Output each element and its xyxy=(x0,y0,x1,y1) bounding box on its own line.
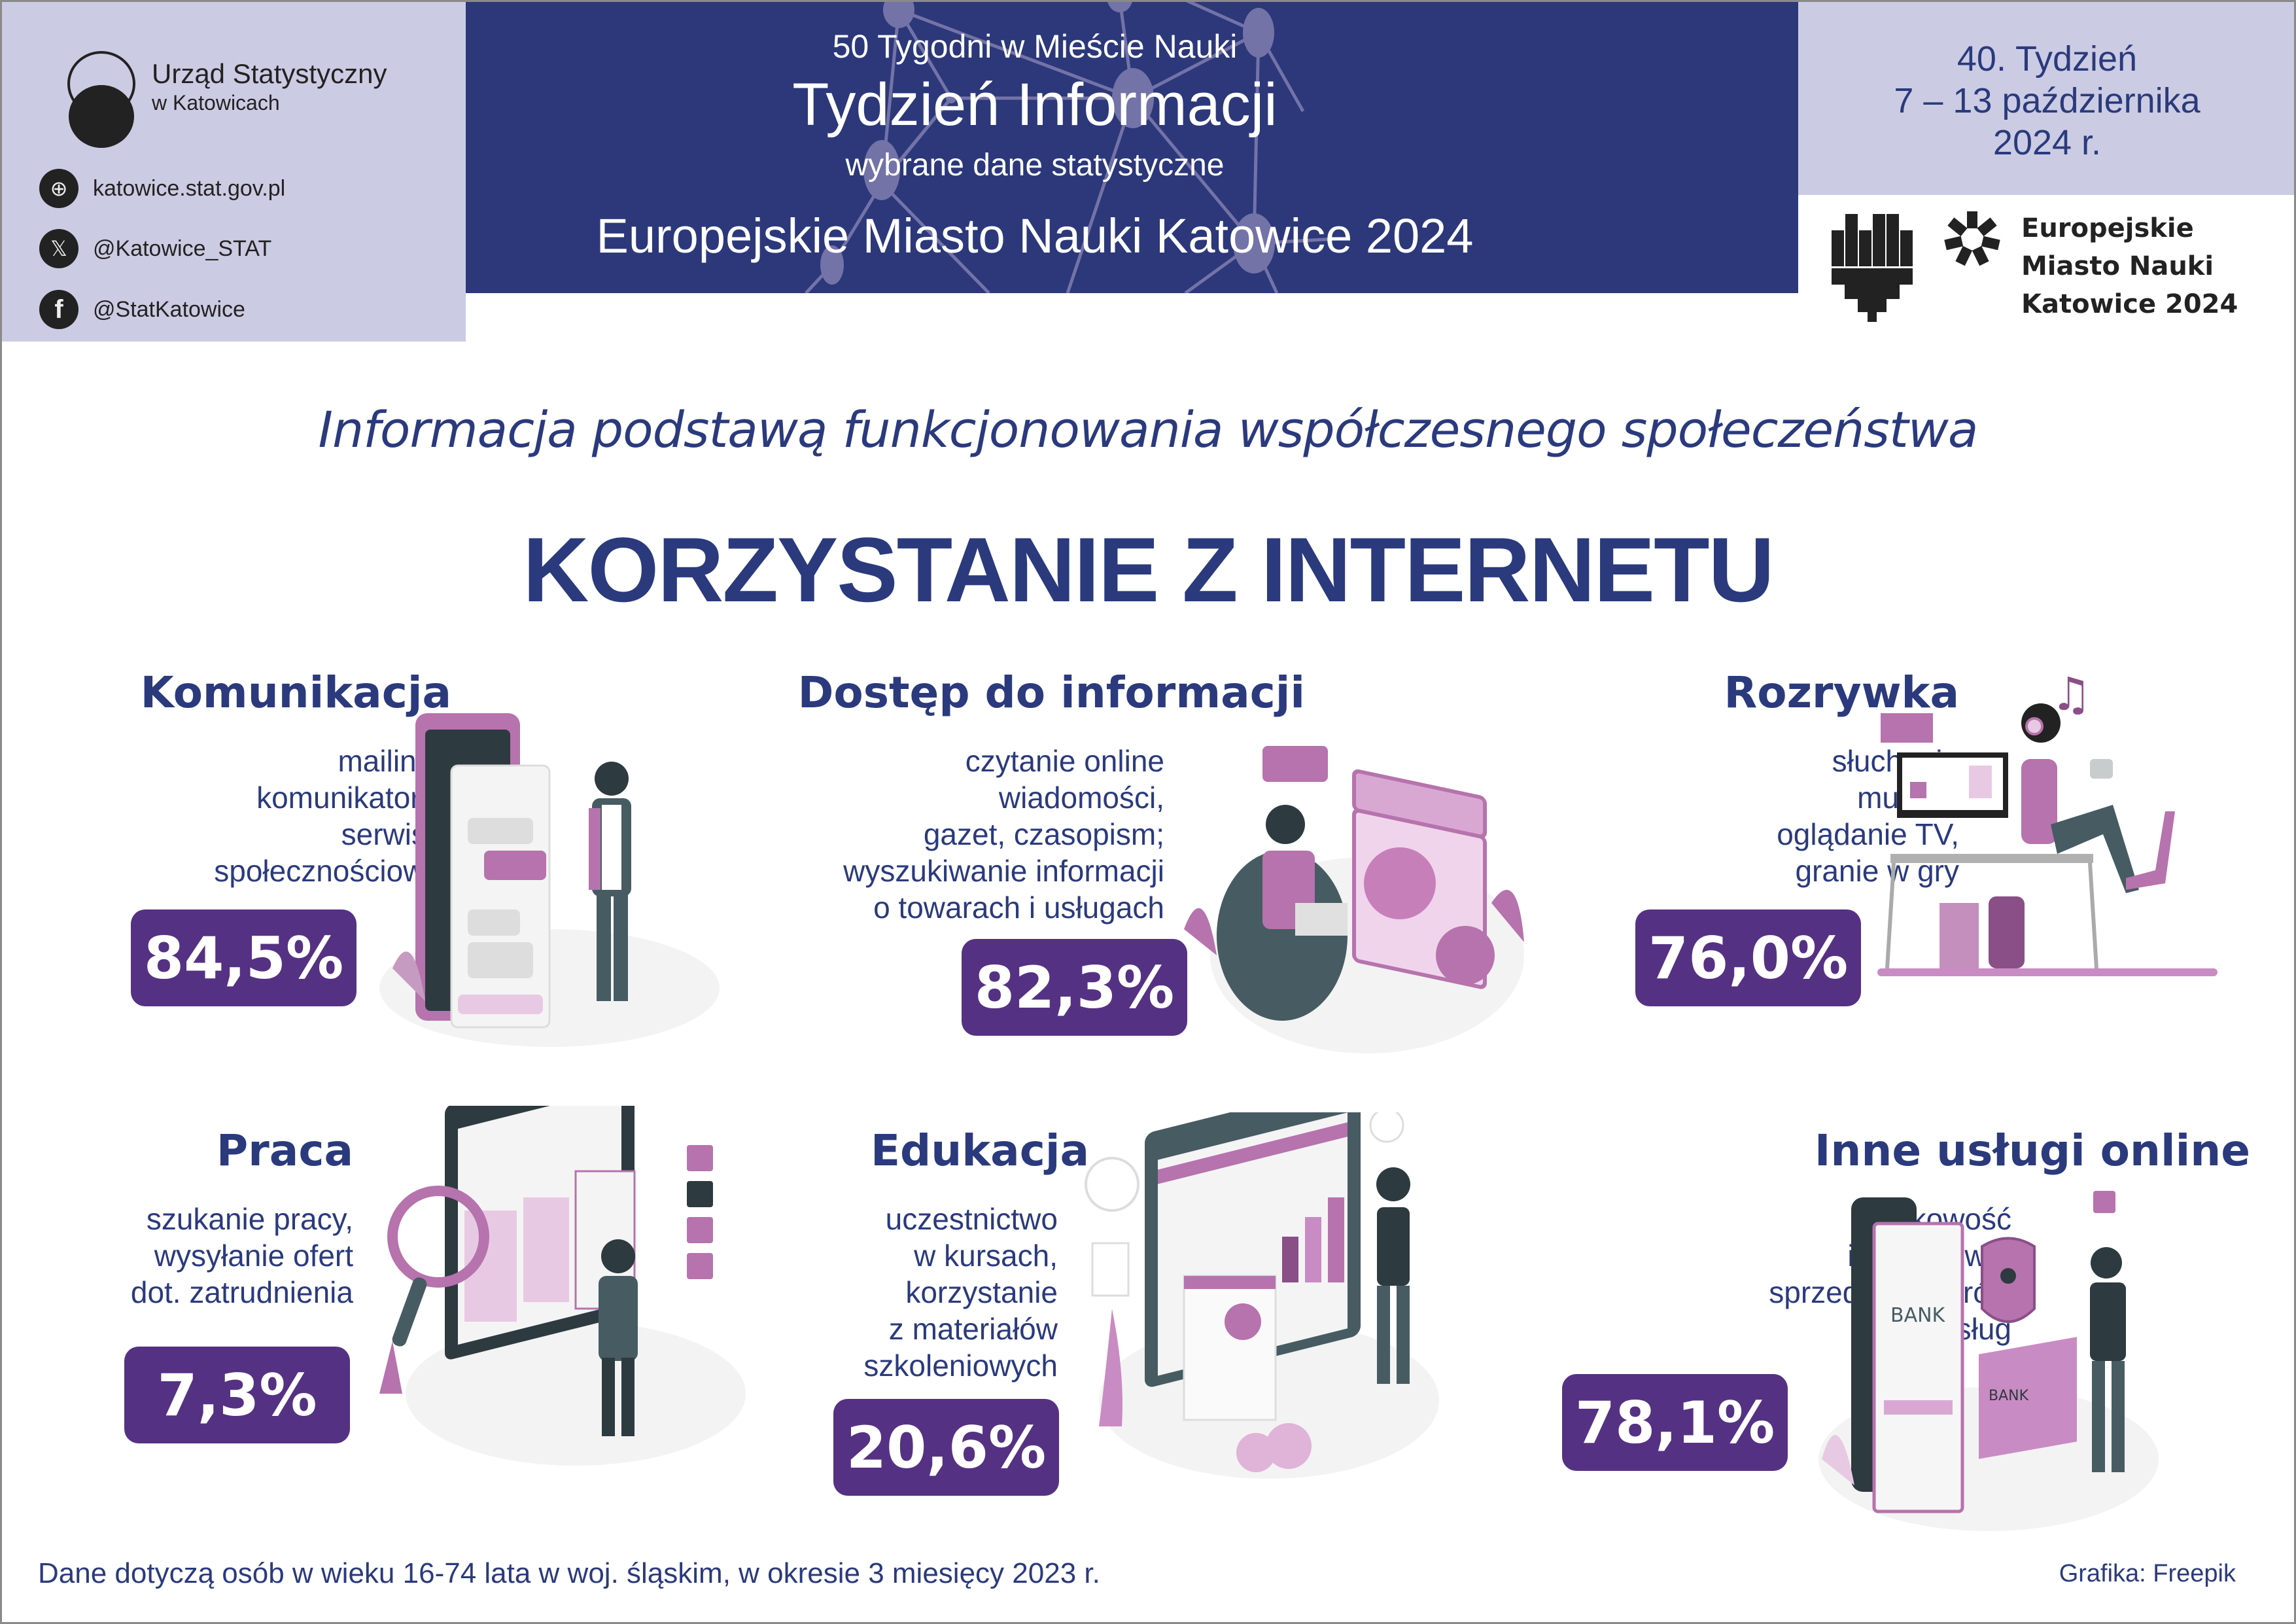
stat-badge: 78,1% xyxy=(1562,1374,1788,1471)
week-number: 40. Tydzień xyxy=(1957,39,2138,79)
emn-heart-logo-icon xyxy=(1832,214,1913,322)
org-panel: Urząd Statystyczny w Katowicach ⊕ katowi… xyxy=(0,0,466,342)
online-course-illustration-icon xyxy=(1085,1112,1439,1479)
header-subtitle: wybrane dane statystyczne xyxy=(845,148,1225,183)
card-edukacja: Edukacja uczestnictwo w kursach, korzystan… xyxy=(798,1125,1089,1496)
org-name: Urząd Statystyczny xyxy=(152,58,387,89)
stat-badge: 20,6% xyxy=(833,1399,1059,1496)
stat-badge: 82,3% xyxy=(962,939,1187,1036)
emn-line3: Katowice 2024 xyxy=(2021,289,2238,319)
music-desk-illustration-icon: ♫ xyxy=(1877,674,2218,976)
card-komunikacja: Komunikacja mailing, komunikatory, serwisy… xyxy=(65,667,451,1008)
card-praca: Praca szukanie pracy, wysyłanie ofert dot.… xyxy=(65,1125,353,1453)
year: 2024 r. xyxy=(1992,123,2102,162)
smartphone-chat-illustration-icon xyxy=(379,713,720,1047)
gus-logo-icon xyxy=(67,51,135,148)
date-panel: 40. Tydzień 7 – 13 października 2024 r. xyxy=(1798,0,2296,195)
facebook-icon: f xyxy=(39,290,78,329)
svg-text:BANK: BANK xyxy=(1989,1388,2029,1404)
footer-credit: Grafika: Freepik xyxy=(2059,1560,2236,1587)
card-title: Praca xyxy=(216,1125,353,1176)
svg-text:BANK: BANK xyxy=(1890,1304,1946,1327)
header-banner: 50 Tygodni w Mieście Nauki Tydzień Infor… xyxy=(466,0,1798,293)
date-range: 7 – 13 października xyxy=(1894,81,2200,120)
website-link[interactable]: ⊕ katowice.stat.gov.pl xyxy=(39,169,285,208)
x-twitter-icon: 𝕏 xyxy=(39,229,78,268)
x-twitter-link[interactable]: 𝕏 @Katowice_STAT xyxy=(39,229,271,268)
x-twitter-handle: @Katowice_STAT xyxy=(93,236,272,261)
job-search-illustration-icon xyxy=(379,1106,746,1466)
emn-line2: Miasto Nauki xyxy=(2021,251,2214,281)
online-banking-illustration-icon: BANK BANK xyxy=(1818,1191,2159,1531)
header-title: Tydzień Informacji xyxy=(792,71,1278,138)
emn-line1: Europejskie xyxy=(2021,213,2194,243)
svg-text:♫: ♫ xyxy=(2051,674,2092,721)
card-description: czytanie online wiadomości, gazet, czasopi… xyxy=(843,744,1164,925)
website-text: katowice.stat.gov.pl xyxy=(93,175,286,201)
card-inne-uslugi-online: Inne usługi online bankowośćinternetowa,… xyxy=(1557,1125,2250,1479)
card-title: Komunikacja xyxy=(140,667,451,718)
page-subtitle: Informacja podstawą funkcjonowania współ… xyxy=(318,400,1979,459)
header-series-label: 50 Tygodni w Mieście Nauki xyxy=(832,28,1238,65)
facebook-handle: @StatKatowice xyxy=(93,296,245,322)
network-graph-decoration xyxy=(805,0,1336,293)
card-title: Rozrywka xyxy=(1724,667,1959,718)
emn-star-logo-icon xyxy=(1944,211,2000,266)
stat-badge: 76,0% xyxy=(1635,909,1861,1006)
card-description: uczestnictwo w kursach, korzystanie z mater… xyxy=(863,1202,1058,1383)
emn-logo: Europejskie Miasto Nauki Katowice 2024 xyxy=(1832,209,2238,323)
card-title: Dostęp do informacji xyxy=(797,667,1305,718)
card-dostep-do-informacji: Dostęp do informacji czytanie online wiad… xyxy=(798,667,1305,1036)
reading-online-illustration-icon xyxy=(1184,746,1524,1053)
stat-badge: 84,5% xyxy=(131,909,357,1006)
globe-icon: ⊕ xyxy=(39,169,78,208)
stat-badge: 7,3% xyxy=(124,1347,350,1443)
footer-note: Dane dotyczą osób w wieku 16-74 lata w w… xyxy=(38,1557,1100,1589)
card-title: Inne usługi online xyxy=(1814,1125,2250,1176)
card-rozrywka: Rozrywka słuchaniemuzyki,oglądanie TV,gr… xyxy=(1596,667,1959,1008)
header-event-name: Europejskie Miasto Nauki Katowice 2024 xyxy=(596,209,1474,263)
card-title: Edukacja xyxy=(870,1125,1089,1176)
page-title: KORZYSTANIE Z INTERNETU xyxy=(523,518,1774,621)
org-city: w Katowicach xyxy=(152,91,280,115)
facebook-link[interactable]: f @StatKatowice xyxy=(39,290,245,329)
card-description: szukanie pracy, wysyłanie ofert dot. zatru… xyxy=(130,1202,353,1309)
